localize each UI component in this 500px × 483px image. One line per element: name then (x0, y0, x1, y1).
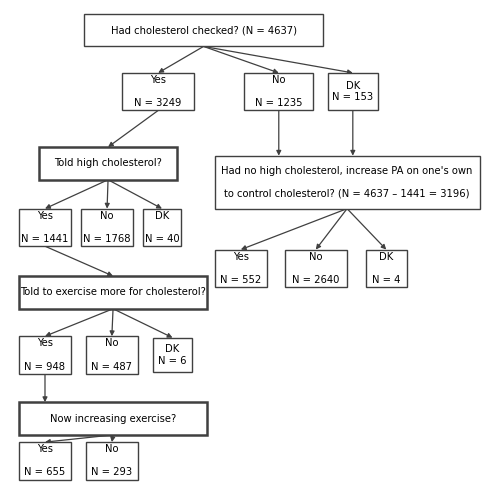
Bar (328, 73, 378, 111)
Bar (18, 276, 208, 309)
Text: Yes

N = 3249: Yes N = 3249 (134, 75, 182, 108)
Text: Yes

N = 655: Yes N = 655 (24, 444, 66, 478)
Text: Yes

N = 1441: Yes N = 1441 (22, 211, 68, 244)
Text: DK

N = 4: DK N = 4 (372, 252, 400, 285)
Bar (81, 209, 134, 246)
Text: DK

N = 40: DK N = 40 (144, 211, 180, 244)
Bar (122, 73, 194, 111)
Text: Told to exercise more for cholesterol?: Told to exercise more for cholesterol? (20, 287, 206, 298)
Bar (39, 147, 177, 180)
Bar (18, 209, 72, 246)
Text: No

N = 293: No N = 293 (92, 444, 132, 478)
Text: DK
N = 6: DK N = 6 (158, 344, 187, 366)
Bar (244, 73, 314, 111)
Bar (18, 336, 72, 374)
Text: Had no high cholesterol, increase PA on one's own

to control cholesterol? (N = : Had no high cholesterol, increase PA on … (222, 166, 473, 199)
Text: No

N = 487: No N = 487 (92, 339, 132, 371)
Text: Now increasing exercise?: Now increasing exercise? (50, 413, 176, 424)
Bar (18, 442, 72, 480)
Bar (285, 250, 347, 287)
Bar (86, 442, 138, 480)
Text: No

N = 1768: No N = 1768 (84, 211, 131, 244)
Bar (214, 156, 480, 209)
Bar (86, 336, 138, 374)
Bar (366, 250, 406, 287)
Bar (18, 402, 208, 435)
Bar (143, 209, 181, 246)
Text: No

N = 2640: No N = 2640 (292, 252, 340, 285)
Text: DK
N = 153: DK N = 153 (332, 81, 374, 102)
Text: Yes

N = 552: Yes N = 552 (220, 252, 262, 285)
Bar (214, 250, 267, 287)
Bar (84, 14, 323, 46)
Text: Had cholesterol checked? (N = 4637): Had cholesterol checked? (N = 4637) (110, 25, 296, 35)
Text: No

N = 1235: No N = 1235 (255, 75, 302, 108)
Text: Told high cholesterol?: Told high cholesterol? (54, 158, 162, 169)
Text: Yes

N = 948: Yes N = 948 (24, 339, 66, 371)
Bar (154, 338, 192, 372)
